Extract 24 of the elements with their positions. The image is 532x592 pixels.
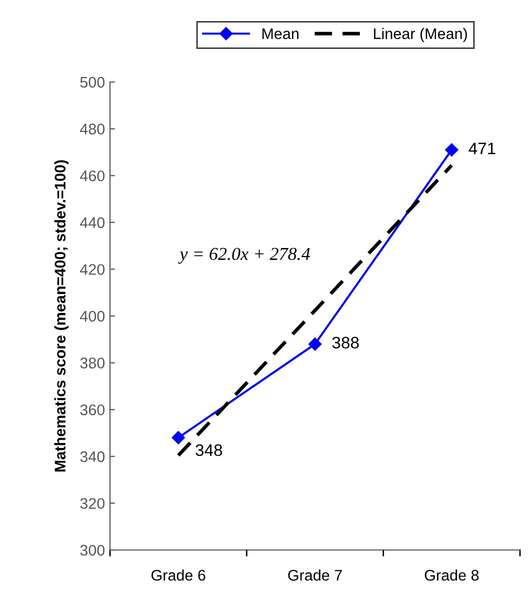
x-tick-label: Grade 7 xyxy=(288,569,342,581)
data-label: 471 xyxy=(468,142,496,154)
y-axis-title: Mathematics score (mean=400; stdev.=100) xyxy=(54,160,69,472)
y-tick-label: 300 xyxy=(80,544,105,556)
legend-label: Linear (Mean) xyxy=(374,28,467,42)
data-label: 388 xyxy=(332,336,359,349)
point xyxy=(172,431,185,444)
y-tick-label: 320 xyxy=(80,498,105,509)
point xyxy=(308,337,322,351)
x-tick-label: Grade 8 xyxy=(424,569,479,581)
y-tick-label: 340 xyxy=(80,451,105,462)
annotation: y = 62.0x + 278.4 xyxy=(178,248,310,264)
point xyxy=(445,143,458,156)
y-tick-label: 440 xyxy=(80,217,105,228)
y-tick-label: 480 xyxy=(80,124,105,134)
x-tick-label: Grade 6 xyxy=(152,569,206,581)
data-label: 348 xyxy=(196,444,222,456)
legend-label: Mean xyxy=(262,28,298,40)
y-tick-label: 360 xyxy=(80,404,105,416)
y-tick-label: 500 xyxy=(80,76,105,88)
y-tick-label: 400 xyxy=(80,310,105,322)
y-tick-label: 380 xyxy=(80,358,105,368)
y-tick-label: 420 xyxy=(80,264,105,275)
y-tick-label: 460 xyxy=(80,170,105,182)
